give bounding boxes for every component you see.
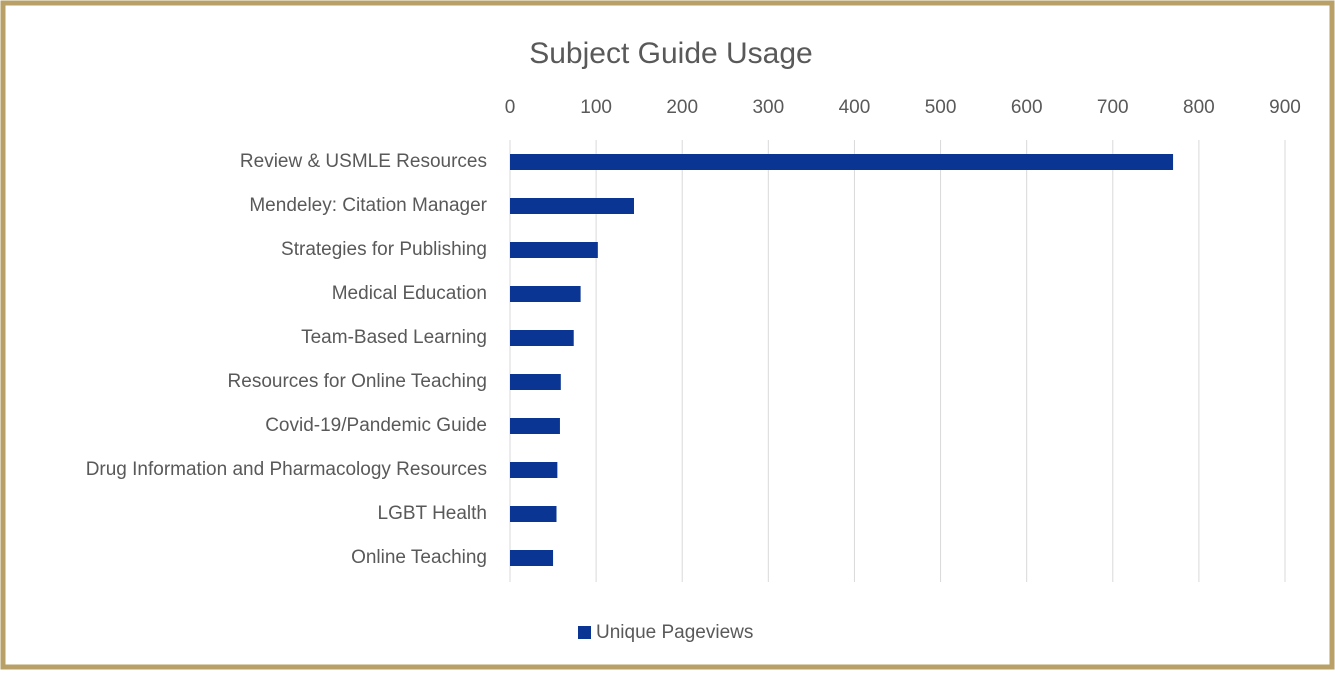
y-tick-label: Drug Information and Pharmacology Resour… — [86, 459, 487, 480]
x-tick-label: 700 — [1097, 97, 1129, 118]
x-tick-label: 400 — [839, 97, 871, 118]
legend-label: Unique Pageviews — [596, 622, 753, 643]
y-tick-label: Review & USMLE Resources — [240, 151, 487, 172]
bar — [510, 550, 554, 566]
y-tick-label: Online Teaching — [351, 547, 487, 568]
y-tick-label: Medical Education — [332, 283, 487, 304]
bar — [510, 330, 574, 346]
x-tick-label: 600 — [1011, 97, 1043, 118]
bar — [510, 418, 560, 434]
x-tick-label: 200 — [666, 97, 698, 118]
bar — [510, 286, 581, 302]
x-tick-label: 900 — [1269, 97, 1301, 118]
bar — [510, 154, 1174, 170]
y-tick-label: Team-Based Learning — [301, 327, 487, 348]
y-tick-label: Resources for Online Teaching — [228, 371, 487, 392]
chart-title: Subject Guide Usage — [529, 37, 813, 70]
x-tick-label: 300 — [752, 97, 784, 118]
y-tick-label: LGBT Health — [378, 503, 487, 524]
bar — [510, 242, 598, 258]
y-tick-label: Strategies for Publishing — [281, 239, 487, 260]
x-tick-label: 100 — [580, 97, 612, 118]
legend-swatch — [578, 626, 591, 639]
bar — [510, 198, 634, 214]
bar — [510, 462, 558, 478]
bar — [510, 506, 557, 522]
y-tick-label: Covid-19/Pandemic Guide — [265, 415, 487, 436]
bar — [510, 374, 561, 390]
x-tick-label: 0 — [505, 97, 516, 118]
x-tick-label: 500 — [925, 97, 957, 118]
y-tick-label: Mendeley: Citation Manager — [249, 195, 487, 216]
x-tick-label: 800 — [1183, 97, 1215, 118]
